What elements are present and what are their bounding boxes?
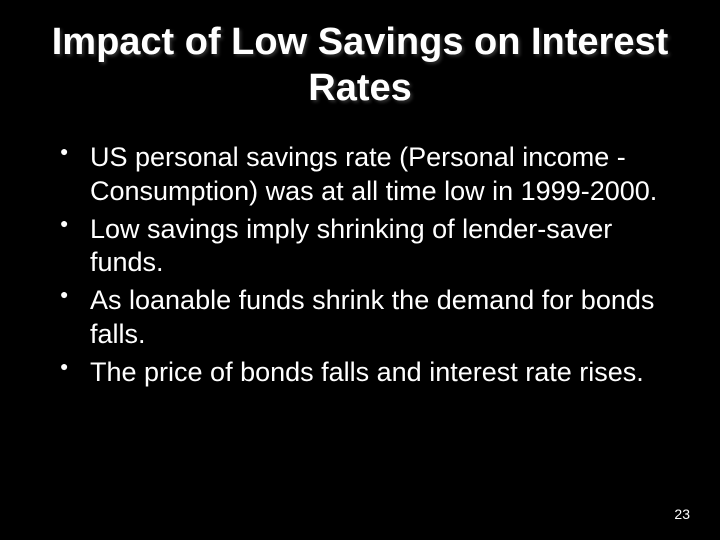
list-item: The price of bonds falls and interest ra… [60, 356, 670, 390]
slide-title: Impact of Low Savings on Interest Rates [50, 20, 670, 111]
bullet-list: US personal savings rate (Personal incom… [50, 141, 670, 389]
slide-container: Impact of Low Savings on Interest Rates … [0, 0, 720, 540]
list-item: As loanable funds shrink the demand for … [60, 284, 670, 352]
page-number: 23 [674, 506, 690, 522]
list-item: Low savings imply shrinking of lender-sa… [60, 213, 670, 281]
list-item: US personal savings rate (Personal incom… [60, 141, 670, 209]
